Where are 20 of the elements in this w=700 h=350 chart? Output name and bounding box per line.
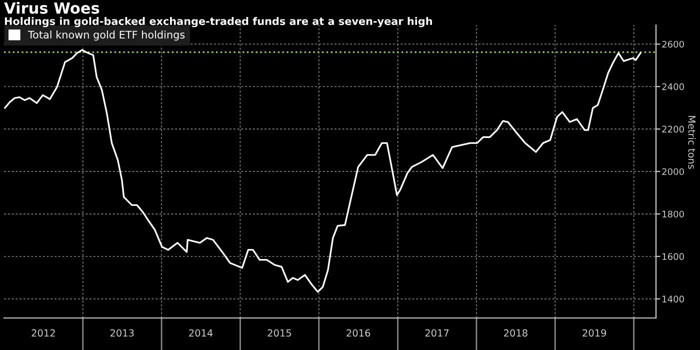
x-tick-label: 2018 — [504, 329, 528, 337]
chart-title: Virus Woes — [4, 2, 100, 14]
y-tick-label: 1600 — [662, 253, 684, 260]
x-tick-label: 2015 — [268, 329, 291, 337]
x-tick-label: 2013 — [110, 329, 134, 337]
x-tick-label: 2012 — [32, 329, 55, 337]
y-tick-label: 2200 — [662, 126, 684, 133]
x-tick-label: 2016 — [346, 329, 370, 337]
y-axis-title: Metric tons — [688, 116, 696, 169]
y-tick-label: 2000 — [662, 168, 684, 176]
line-series — [4, 49, 642, 293]
y-tick-label: 1400 — [662, 296, 684, 302]
x-tick-label: 2017 — [425, 329, 449, 337]
y-tick-label: 2400 — [662, 83, 684, 90]
x-tick-label: 2014 — [189, 329, 213, 337]
y-tick-label: 1800 — [662, 210, 684, 218]
legend-label: Total known gold ETF holdings — [28, 30, 185, 41]
y-tick-label: 2600 — [662, 40, 684, 48]
chart-subtitle: Holdings in gold-backed exchange-traded funds are at a seven-year high — [4, 17, 432, 28]
x-tick-label: 2019 — [582, 329, 606, 337]
